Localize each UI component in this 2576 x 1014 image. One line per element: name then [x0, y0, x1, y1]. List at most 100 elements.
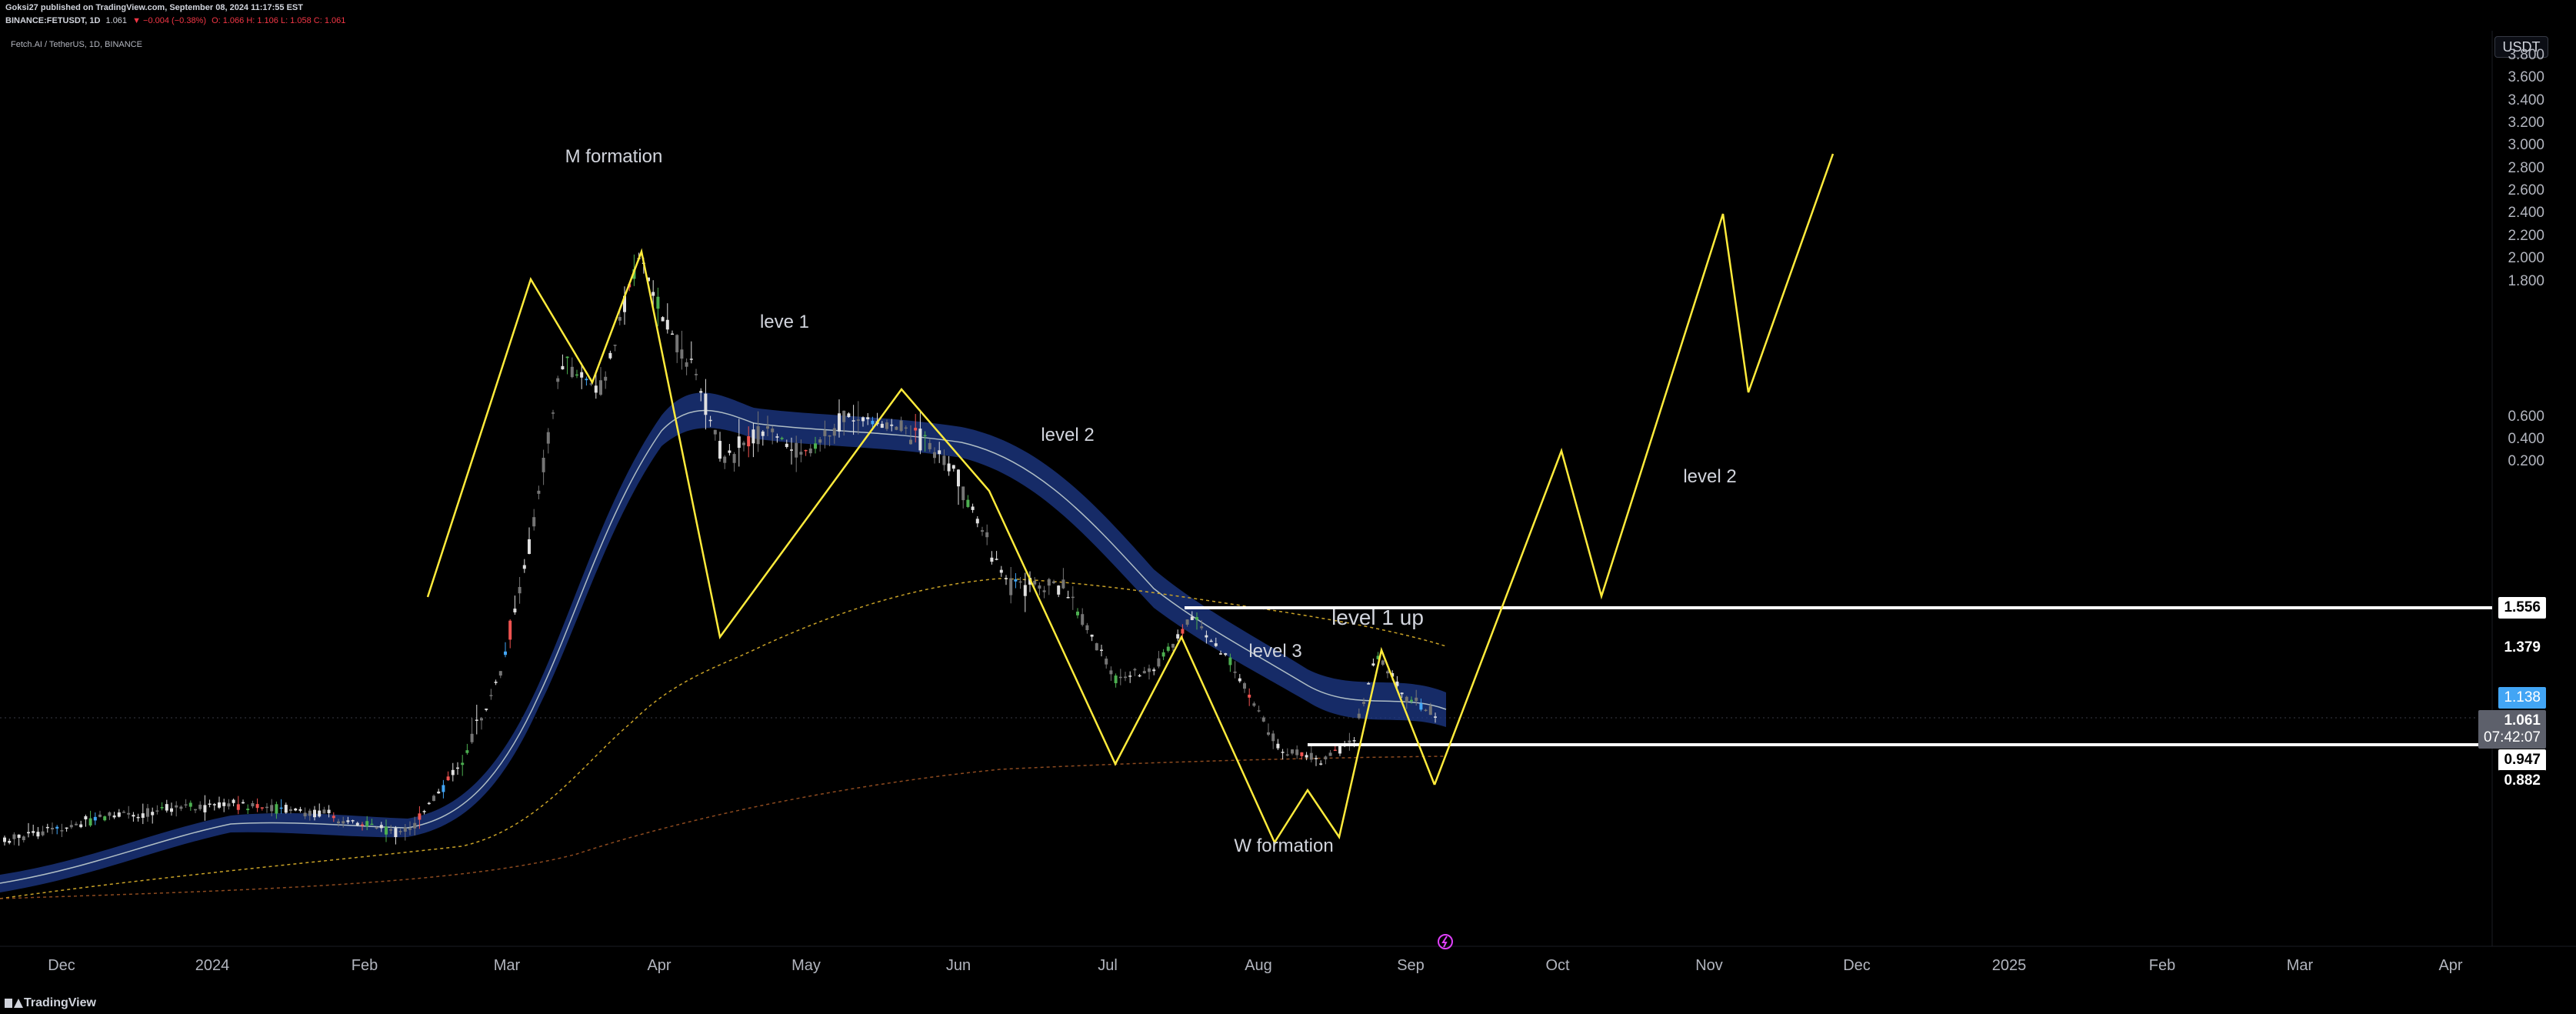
- candle-body: [661, 317, 665, 322]
- bar-countdown: 07:42:07: [2484, 729, 2541, 745]
- candle-body: [1157, 658, 1161, 667]
- candle-body: [251, 802, 255, 807]
- candle-body: [1114, 675, 1118, 684]
- candle-body: [552, 412, 555, 414]
- candle-body: [1381, 660, 1385, 665]
- candle-body: [36, 832, 40, 837]
- candle-body: [218, 802, 221, 808]
- candle-body: [22, 836, 25, 841]
- annotation-w-formation[interactable]: W formation: [1234, 836, 1334, 856]
- candle-body: [1315, 758, 1318, 759]
- candle-body: [828, 435, 831, 437]
- candle-body: [1100, 649, 1103, 651]
- candle-body: [1291, 749, 1294, 754]
- candle-body: [933, 452, 936, 459]
- time-axis-label: Jun: [945, 957, 971, 974]
- candle-body: [1281, 752, 1285, 753]
- candle-body: [346, 820, 350, 822]
- currency-button[interactable]: USDT: [2494, 36, 2548, 58]
- ohlc-bar: BINANCE:FETUSDT, 1D 1.061 ▼ −0.004 (−0.3…: [5, 16, 345, 25]
- annotation-level1-up[interactable]: level 1 up: [1331, 605, 1424, 629]
- annotation-m-formation[interactable]: M formation: [565, 146, 663, 167]
- price-axis-label: 2.000: [2508, 250, 2544, 267]
- symbol-name: BINANCE:FETUSDT, 1D: [5, 16, 101, 25]
- candle-body: [742, 442, 745, 445]
- candle-body: [1171, 643, 1175, 648]
- candle-body: [265, 806, 268, 809]
- candle-body: [613, 345, 617, 346]
- candle-body: [766, 425, 769, 429]
- candle-body: [604, 376, 608, 381]
- candle-body: [198, 804, 202, 809]
- candle-body: [370, 823, 374, 826]
- candle-body: [689, 359, 693, 360]
- annotation-level3[interactable]: level 3: [1248, 641, 1302, 662]
- candle-body: [1376, 655, 1380, 659]
- candle-body: [1176, 634, 1180, 639]
- candle-body: [208, 803, 212, 805]
- candle-body: [465, 750, 469, 753]
- candle-body: [355, 822, 359, 826]
- time-axis-label: Feb: [351, 957, 378, 974]
- candle-body: [413, 822, 417, 829]
- candle-body: [1228, 657, 1232, 665]
- brand-name: TradingView: [24, 996, 96, 1009]
- candle-body: [403, 827, 407, 832]
- candle-body: [938, 450, 941, 455]
- candlesticks: [3, 252, 1437, 846]
- candle-body: [427, 802, 431, 805]
- candle-body: [518, 586, 522, 594]
- candle-body: [313, 809, 316, 818]
- candle-body: [861, 417, 865, 422]
- time-axis-label: Nov: [1695, 957, 1723, 974]
- annotation-level2-left[interactable]: level 2: [1041, 425, 1095, 445]
- candle-body: [928, 442, 931, 449]
- candle-body: [432, 796, 435, 801]
- candle-body: [69, 825, 73, 828]
- candle-body: [1138, 675, 1141, 677]
- annotation-level2-right[interactable]: level 2: [1683, 466, 1737, 487]
- candle-body: [475, 719, 478, 721]
- candle-body: [98, 814, 102, 817]
- candle-body: [718, 441, 721, 459]
- candle-body: [981, 530, 984, 532]
- price-marker-1379: 1.379: [2498, 637, 2546, 659]
- candle-body: [418, 813, 422, 820]
- candle-body: [1328, 752, 1332, 756]
- candle-body: [294, 808, 298, 811]
- price-axis-label: 3.000: [2508, 137, 2544, 154]
- candle-body: [885, 422, 888, 429]
- candle-body: [599, 380, 602, 395]
- candle-body: [379, 825, 383, 829]
- event-marker-icon[interactable]: [1438, 934, 1453, 949]
- candle-body: [1371, 663, 1375, 666]
- zigzag-m-formation[interactable]: [426, 248, 1436, 845]
- tradingview-logo[interactable]: TradingView: [5, 996, 96, 1010]
- price-axis-label: 3.800: [2508, 47, 2544, 63]
- candle-body: [890, 424, 894, 426]
- change-value: ▼ −0.004 (−0.38%): [132, 16, 206, 25]
- candle-body: [695, 374, 698, 375]
- candle-body: [337, 821, 340, 824]
- candle-body: [751, 429, 755, 444]
- candle-body: [771, 429, 775, 432]
- candle-body: [999, 569, 1003, 573]
- candle-body: [975, 519, 979, 524]
- candle-body: [394, 828, 398, 838]
- price-axis-label: 2.800: [2508, 159, 2544, 176]
- candle-body: [1252, 703, 1256, 706]
- candle-body: [804, 449, 808, 452]
- candle-body: [1109, 670, 1113, 675]
- ohlc-values: O: 1.066 H: 1.106 L: 1.058 C: 1.061: [212, 16, 346, 25]
- candle-body: [799, 452, 803, 455]
- candle-body: [761, 431, 765, 436]
- candle-body: [856, 419, 860, 421]
- candle-body: [1333, 749, 1337, 752]
- candle-body: [1118, 676, 1122, 679]
- annotation-leve1[interactable]: leve 1: [759, 312, 810, 332]
- candle-body: [222, 802, 226, 806]
- zigzag-projection[interactable]: [1433, 153, 1835, 786]
- candle-body: [175, 805, 178, 808]
- candle-body: [1285, 754, 1289, 756]
